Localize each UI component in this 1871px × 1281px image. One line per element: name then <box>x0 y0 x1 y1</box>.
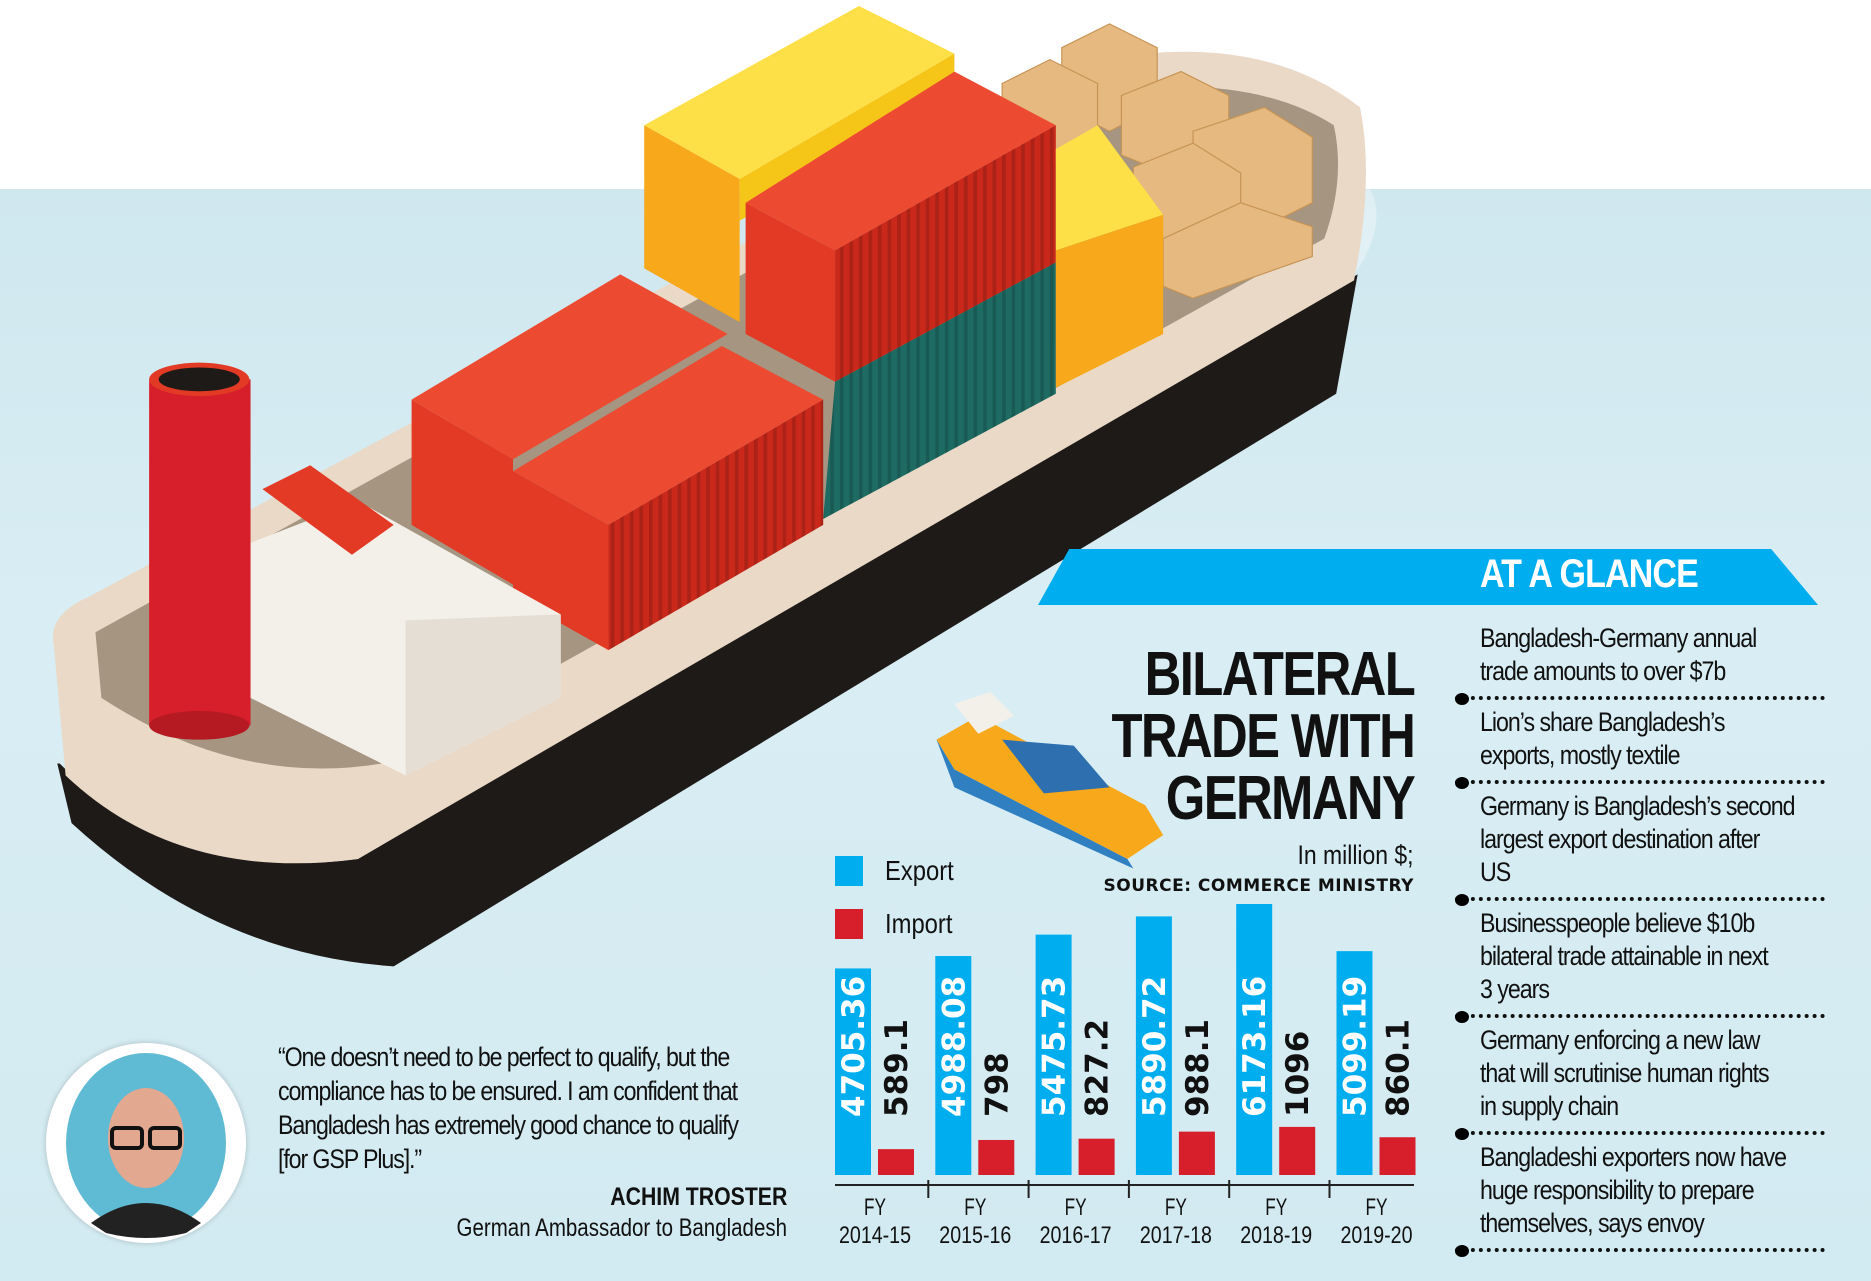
glance-item-line: bilateral trade attainable in next <box>1480 941 1769 971</box>
import-value-label: 988.1 <box>1180 1019 1216 1117</box>
glance-item-line: Germany enforcing a new law <box>1480 1025 1760 1055</box>
import-bar <box>878 1149 914 1175</box>
glance-item-line: huge responsibility to prepare <box>1480 1175 1755 1205</box>
small-ship-icon <box>936 691 1164 869</box>
legend-label: Export <box>885 855 954 886</box>
glance-item-line: themselves, says envoy <box>1480 1208 1705 1238</box>
quote-line: “One doesn’t need to be perfect to quali… <box>278 1042 730 1072</box>
glance-item-line: largest export destination after <box>1480 824 1760 854</box>
export-value-label: 5890.72 <box>1137 976 1173 1117</box>
glance-item: Bangladeshi exporters now have huge respo… <box>1455 1141 1825 1257</box>
glance-item-line: Lion’s share Bangladesh’s <box>1480 707 1725 737</box>
glance-item-line: 3 years <box>1480 974 1550 1004</box>
legend-swatch-export <box>835 856 863 886</box>
import-bar <box>1279 1126 1316 1175</box>
x-tick-label: FY <box>1265 1194 1287 1221</box>
quote-line: compliance has to be ensured. I am confi… <box>278 1076 738 1106</box>
ambassador-photo <box>46 1043 246 1243</box>
import-value-label: 860.1 <box>1381 1019 1417 1117</box>
glance-item-line: in supply chain <box>1480 1091 1619 1121</box>
glance-item-line: US <box>1480 857 1511 887</box>
quote-line: [for GSP Plus].” <box>278 1144 422 1174</box>
legend-export: Export <box>835 855 966 887</box>
import-bar <box>978 1139 1015 1175</box>
export-value-label: 4988.08 <box>936 976 972 1117</box>
ambassador-quote: “One doesn’t need to be perfect to quali… <box>278 1040 818 1176</box>
x-tick-label: 2014-15 <box>839 1222 911 1249</box>
import-bar <box>1178 1131 1215 1175</box>
export-value-label: 5475.73 <box>1037 976 1073 1117</box>
x-tick-label: FY <box>964 1194 986 1221</box>
glance-item: Germany enforcing a new law that will scr… <box>1455 1024 1825 1140</box>
hull-bottom <box>57 274 1358 967</box>
export-value-label: 4705.36 <box>836 976 872 1117</box>
import-value-label: 798 <box>979 1052 1015 1117</box>
import-value-label: 827.2 <box>1080 1019 1116 1117</box>
import-bar <box>1379 1137 1416 1175</box>
quote-author-name: ACHIM TROSTER <box>609 1183 787 1211</box>
export-bar <box>1236 903 1273 1175</box>
x-tick-label: FY <box>1065 1194 1087 1221</box>
glance-item-line: that will scrutinise human rights <box>1480 1058 1770 1088</box>
x-tick-label: FY <box>1366 1194 1388 1221</box>
at-a-glance-title: AT A GLANCE <box>1480 552 1699 596</box>
title-line: BILATERAL <box>1144 640 1415 709</box>
glance-item-line: Germany is Bangladesh’s second <box>1480 791 1796 821</box>
glance-item-line: Bangladeshi exporters now have <box>1480 1142 1787 1172</box>
quote-author-role: German Ambassador to Bangladesh <box>456 1214 787 1242</box>
glance-item-line: exports, mostly textile <box>1480 740 1681 770</box>
x-tick-label: FY <box>1165 1194 1187 1221</box>
export-bar <box>1135 916 1172 1175</box>
glance-item-line: trade amounts to over $7b <box>1480 656 1726 686</box>
glance-item: Businesspeople believe $10b bilateral tra… <box>1455 907 1825 1023</box>
x-tick-label: FY <box>864 1194 886 1221</box>
legend-import: Import <box>835 908 964 940</box>
legend-swatch-import <box>835 909 863 939</box>
glance-item: Germany is Bangladesh’s second largest ex… <box>1455 790 1825 906</box>
x-tick-label: 2015-16 <box>939 1222 1011 1249</box>
quote-line: Bangladesh has extremely good chance to … <box>278 1110 739 1140</box>
glance-item-line: Bangladesh-Germany annual <box>1480 623 1757 653</box>
x-tick-label: 2018-19 <box>1240 1222 1312 1249</box>
at-a-glance-banner <box>1038 549 1818 605</box>
export-bar <box>935 956 972 1175</box>
export-bar <box>1336 951 1373 1175</box>
title-line: TRADE WITH <box>1111 702 1415 771</box>
glance-item: Bangladesh-Germany annual trade amounts t… <box>1455 622 1825 705</box>
title-line: GERMANY <box>1165 764 1416 833</box>
glance-item: Lion’s share Bangladesh’s exports, mostly… <box>1455 706 1825 789</box>
import-value-label: 1096 <box>1280 1031 1316 1117</box>
import-bar <box>1078 1138 1115 1175</box>
x-tick-label: 2016-17 <box>1040 1222 1112 1249</box>
glance-item-line: Businesspeople believe $10b <box>1480 908 1755 938</box>
import-value-label: 589.1 <box>879 1019 915 1117</box>
export-bar <box>1035 934 1072 1175</box>
x-tick-label: 2017-18 <box>1140 1222 1212 1249</box>
legend-label: Import <box>885 908 953 939</box>
export-value-label: 6173.16 <box>1237 976 1273 1117</box>
export-value-label: 5099.19 <box>1338 976 1374 1117</box>
units-label: In million $; <box>1297 840 1414 870</box>
source-label: SOURCE: COMMERCE MINISTRY <box>1103 876 1414 896</box>
export-bar <box>835 968 871 1175</box>
x-tick-label: 2019-20 <box>1341 1222 1413 1249</box>
chart-title: BILATERAL TRADE WITH GERMANY <box>1045 640 1416 833</box>
at-a-glance-list: Bangladesh-Germany annual trade amounts t… <box>1455 622 1825 1258</box>
